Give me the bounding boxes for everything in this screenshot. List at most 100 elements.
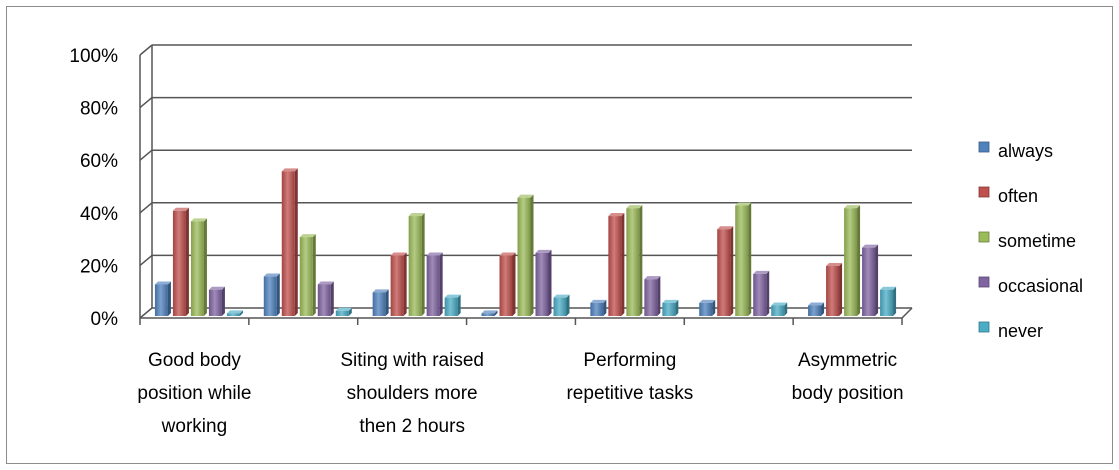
bar [717,226,734,316]
bar-front [826,266,840,316]
bar-side [203,218,207,316]
bar-front [481,313,495,316]
x-category-label-line: working [161,416,227,437]
bar-front [844,208,858,316]
bar [172,207,189,316]
x-category-label-line: Siting with raised [340,350,484,371]
bar [372,289,389,316]
bar [317,281,334,316]
bars [154,168,897,316]
bar-front [535,252,549,316]
bar [662,299,679,316]
legend-item: often [978,186,1038,206]
bar [535,249,552,316]
bar-side [639,205,643,316]
bar-top [644,276,661,280]
y-tick-label: 20% [80,256,118,277]
bar-front [608,216,622,316]
bar [626,205,643,316]
legend-swatch [978,141,990,153]
bar [154,281,171,316]
bar [808,302,825,316]
bar-front [753,273,767,316]
bar-side [276,273,280,316]
bar [499,252,516,316]
legend-label: always [998,141,1053,161]
bar [844,205,861,316]
bar-top [372,289,389,293]
bar-side [839,263,843,316]
bar-top [844,205,861,209]
bar-front [299,237,313,316]
bar-front [444,297,458,316]
bar-side [185,207,189,316]
bar-side [657,276,661,316]
y-tick-label: 60% [80,151,118,172]
x-category-label: Siting with raised shoulders more then 2 h… [340,350,484,437]
bar-side [548,249,552,316]
x-category-label: Asymmetric body position [792,350,904,404]
bar-front [281,171,295,316]
bar [390,252,407,316]
bar-front [771,305,785,316]
bar-top [335,307,352,311]
bar [771,302,788,316]
gridline-depth [139,97,153,109]
bar [880,286,897,316]
bar-side [603,299,607,316]
y-tick-label: 0% [91,309,119,330]
bar [408,213,425,316]
bar-side [457,294,461,316]
bar-side [294,168,298,316]
bar-top [263,273,280,277]
bar-side [675,299,679,316]
bar-top [699,299,716,303]
bar [699,299,716,316]
bar-side [312,234,316,316]
x-category-label-line: then 2 hours [359,416,465,437]
bar-top [172,207,189,211]
bar-top [444,294,461,298]
bar [281,168,298,316]
bar-top [390,252,407,256]
bar [553,294,570,316]
bar-side [730,226,734,316]
x-axis-category-labels: Good body position while working Siting wit… [137,350,903,437]
bar-top [826,263,843,267]
bar-front [190,221,204,316]
bar-top [499,252,516,256]
bar [481,310,498,316]
bar [190,218,207,316]
bar-front [808,305,822,316]
bar-side [385,289,389,316]
y-tick-label: 100% [69,46,118,67]
bar-front [317,284,331,316]
bar [644,276,661,316]
gridline-depth [139,202,153,214]
bar-side [512,252,516,316]
bar [263,273,280,316]
bar-front [553,297,567,316]
bar-front [880,289,894,316]
bar [299,234,316,316]
bar-side [566,294,570,316]
bar-top [608,213,625,217]
bar-front [390,255,404,316]
bar-side [403,252,407,316]
bar-side [784,302,788,316]
bar [208,286,225,316]
bar-side [348,307,352,316]
bar-side [221,286,225,316]
bar-top [317,281,334,285]
gridline-depth [139,149,153,161]
bar-front [517,197,531,316]
x-category-label-line: Asymmetric [798,350,897,371]
bar-top [880,286,897,290]
bar [590,299,607,316]
bar-side [330,281,334,316]
bar-top [426,252,443,256]
gridline-depth [139,254,153,266]
y-tick-label: 80% [80,99,118,120]
bar-side [239,310,243,316]
y-tick-label: 40% [80,204,118,225]
